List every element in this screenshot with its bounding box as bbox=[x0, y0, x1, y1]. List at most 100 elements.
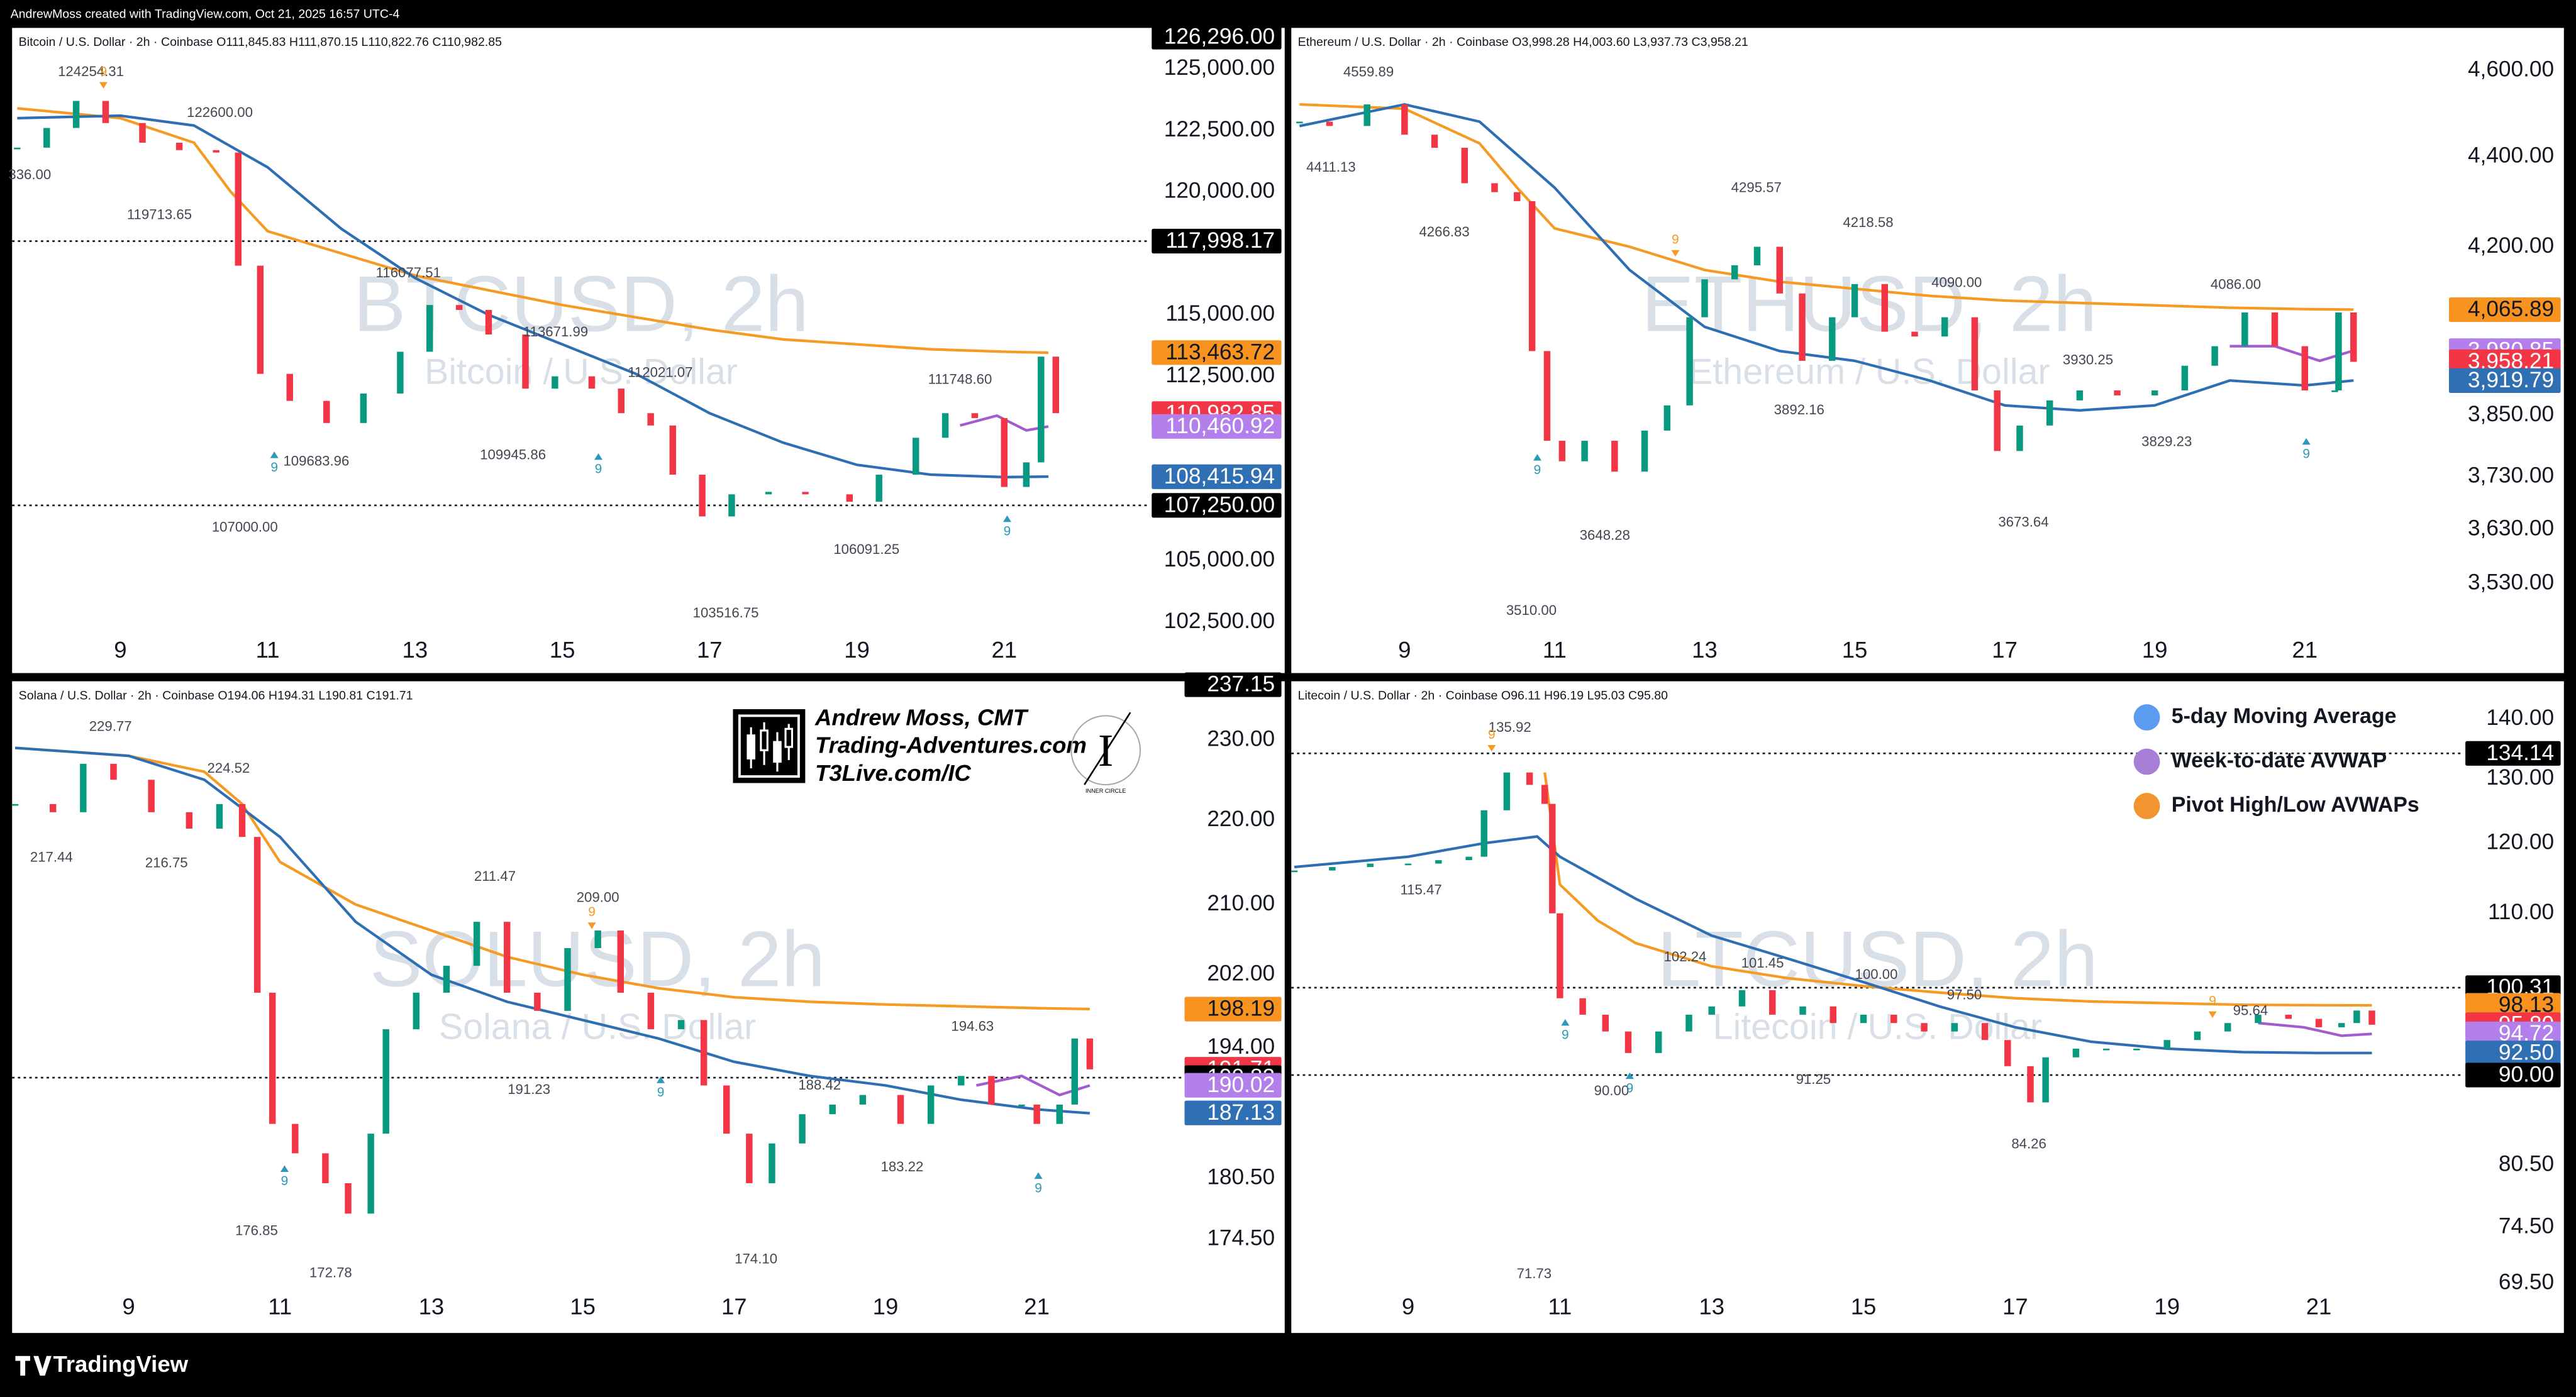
signal-arrow bbox=[1487, 744, 1496, 752]
candle bbox=[14, 147, 21, 150]
brand-badge-ring bbox=[1070, 715, 1141, 786]
price-annotation: 91.25 bbox=[1796, 1071, 1831, 1087]
brand-site: Trading-Adventures.com bbox=[815, 732, 1087, 758]
x-tick-label: 17 bbox=[697, 637, 723, 663]
candle bbox=[1363, 104, 1370, 126]
x-tick-label: 13 bbox=[402, 637, 428, 663]
signal-arrow bbox=[1561, 1019, 1570, 1026]
signal-label: 9 bbox=[2302, 446, 2310, 461]
indicator-line bbox=[17, 114, 1049, 478]
legend-swatch bbox=[2133, 793, 2160, 819]
candle bbox=[1033, 1104, 1040, 1124]
candle bbox=[322, 1153, 329, 1183]
candle bbox=[2042, 1057, 2049, 1103]
candle bbox=[367, 1134, 374, 1214]
price-annotation: 3892.16 bbox=[1774, 402, 1824, 417]
price-annotation: 90.00 bbox=[1594, 1083, 1629, 1098]
candle bbox=[927, 1085, 935, 1124]
indicator-line bbox=[959, 414, 1049, 432]
candle bbox=[11, 803, 19, 806]
candle bbox=[1731, 265, 1738, 280]
brand-logo-box bbox=[733, 709, 806, 783]
y-tick-label: 180.50 bbox=[1207, 1164, 1275, 1189]
price-badge bbox=[2449, 297, 2561, 323]
price-annotation: 111748.60 bbox=[928, 371, 992, 387]
brand-badge-text: INNER CIRCLE bbox=[1085, 788, 1126, 794]
candle bbox=[1685, 1014, 1692, 1032]
candle bbox=[1769, 990, 1776, 1015]
y-tick-label: 80.50 bbox=[2499, 1151, 2554, 1176]
signal-arrow bbox=[1002, 515, 1011, 522]
signal-arrow bbox=[1625, 1072, 1634, 1080]
signal-label: 9 bbox=[588, 905, 596, 919]
candle bbox=[2163, 1040, 2170, 1049]
candle bbox=[1881, 284, 1888, 332]
candle bbox=[1663, 405, 1671, 431]
candle bbox=[1655, 1031, 1662, 1053]
signal-arrow bbox=[2208, 1011, 2217, 1019]
watermark-subtitle: Litecoin / U.S. Dollar bbox=[1713, 1007, 2043, 1047]
candle bbox=[1738, 990, 1746, 1007]
price-annotation: 224.52 bbox=[207, 760, 250, 776]
candle bbox=[2350, 312, 2357, 362]
candle bbox=[1602, 1014, 1609, 1032]
candle bbox=[958, 1076, 965, 1086]
price-annotation: 3829.23 bbox=[2141, 433, 2192, 449]
candle bbox=[1541, 785, 1548, 804]
price-badge-label: 90.00 bbox=[2499, 1063, 2554, 1087]
y-tick-label: 194.00 bbox=[1207, 1034, 1275, 1059]
candle bbox=[1994, 390, 2001, 451]
candle bbox=[2353, 1010, 2360, 1024]
price-annotation: 116077.51 bbox=[376, 265, 441, 280]
footer: TradingView bbox=[15, 1351, 189, 1377]
y-tick-label: 210.00 bbox=[1207, 891, 1275, 915]
candle bbox=[2271, 312, 2279, 346]
price-annotation: 106091.25 bbox=[833, 541, 899, 557]
price-annotation: 191.23 bbox=[508, 1081, 550, 1097]
candle bbox=[1941, 317, 1948, 337]
price-annotation: 4295.57 bbox=[1731, 179, 1782, 195]
candle bbox=[765, 492, 772, 495]
candle bbox=[1038, 356, 1045, 463]
candle bbox=[647, 992, 655, 1030]
y-tick-label: 110.00 bbox=[2488, 900, 2554, 924]
price-annotation: 103516.75 bbox=[693, 605, 759, 621]
candle bbox=[1776, 246, 1783, 294]
price-annotation: 95.64 bbox=[2233, 1002, 2268, 1018]
x-tick-label: 15 bbox=[1842, 637, 1868, 663]
y-tick-label: 125,000.00 bbox=[1164, 55, 1275, 80]
chart-title: Litecoin / U.S. Dollar · 2h · Coinbase O… bbox=[1298, 688, 1668, 702]
signal-label: 9 bbox=[657, 1085, 665, 1100]
y-tick-label: 4,200.00 bbox=[2468, 233, 2554, 258]
candle bbox=[72, 101, 80, 128]
candle bbox=[2211, 346, 2218, 366]
price-annotation: 216.75 bbox=[145, 855, 188, 871]
indicator-line bbox=[14, 746, 1090, 1011]
candle bbox=[1431, 135, 1438, 148]
candle bbox=[1404, 863, 1412, 866]
candle bbox=[1860, 1014, 1867, 1024]
price-badge bbox=[1152, 493, 1282, 518]
candle bbox=[345, 1183, 352, 1214]
candle bbox=[504, 922, 511, 993]
candle bbox=[1001, 418, 1008, 487]
legend-swatch bbox=[2133, 704, 2160, 731]
candle bbox=[1799, 1006, 1806, 1015]
candle bbox=[2368, 1010, 2375, 1025]
price-badge bbox=[2449, 368, 2561, 393]
candle bbox=[148, 780, 155, 812]
candle bbox=[413, 992, 420, 1030]
candle bbox=[1528, 201, 1536, 351]
price-badge-label: 134.14 bbox=[2486, 741, 2554, 765]
candle bbox=[677, 1020, 685, 1030]
candle bbox=[186, 812, 193, 829]
candle bbox=[799, 1114, 806, 1144]
price-badge-label: 237.15 bbox=[1207, 672, 1275, 697]
indicator-line bbox=[1543, 772, 2372, 1007]
y-tick-label: 3,530.00 bbox=[2468, 570, 2554, 595]
price-badge bbox=[2465, 1063, 2561, 1088]
price-annotation: 122600.00 bbox=[187, 104, 253, 120]
candle bbox=[175, 143, 183, 150]
candle bbox=[1514, 192, 1521, 201]
